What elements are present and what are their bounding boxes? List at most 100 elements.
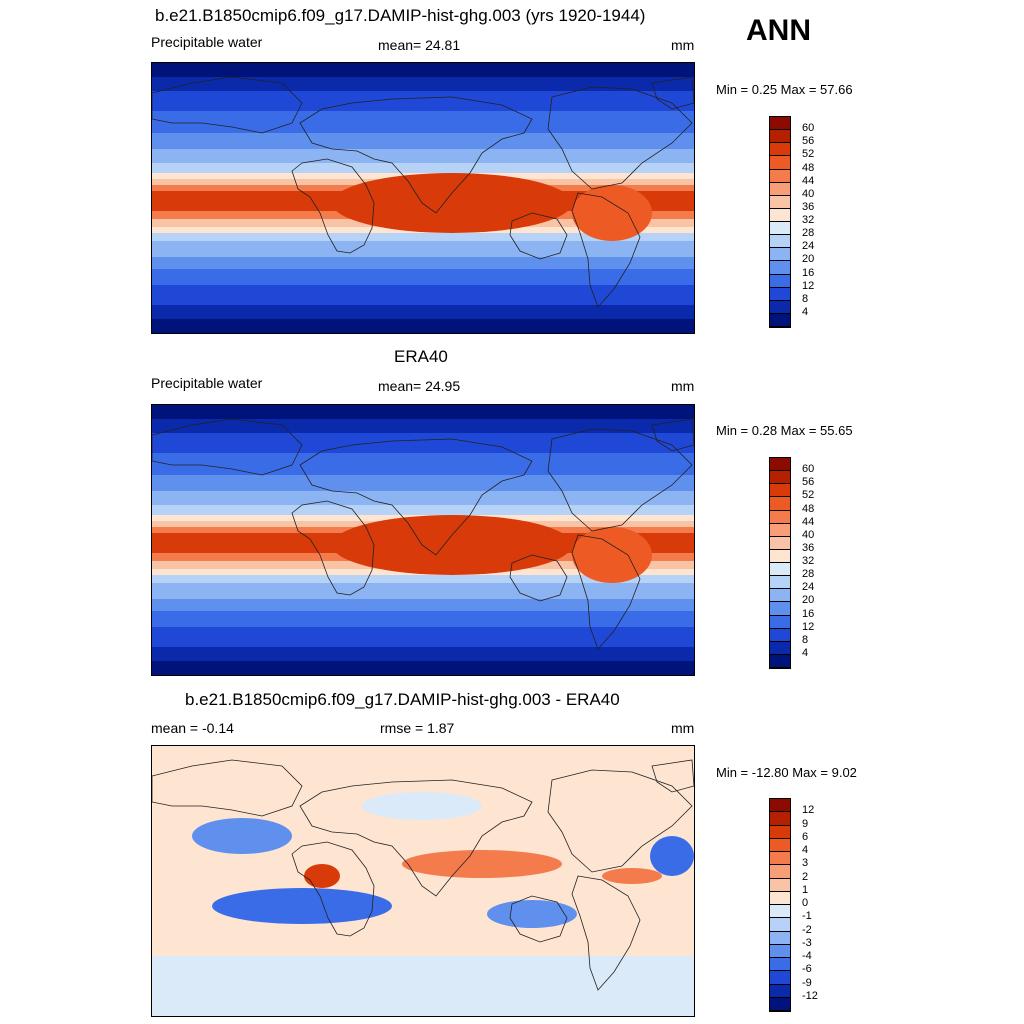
colorbar-tick-label: -12 — [802, 989, 818, 1002]
colorbar-tick-label: 48 — [802, 161, 815, 174]
colorbar-tick-label: -6 — [802, 963, 812, 976]
colorbar-swatch — [770, 563, 790, 577]
colorbar-tick-label: 24 — [802, 581, 815, 594]
panel-1-minmax: Min = 0.25 Max = 57.66 — [716, 82, 853, 97]
panel-1-map — [151, 62, 695, 334]
colorbar-tick-label: 32 — [802, 214, 815, 226]
panel-2-variable-label: Precipitable water — [151, 375, 263, 391]
colorbar-tick-label: -9 — [802, 976, 812, 989]
colorbar-swatch — [770, 130, 790, 144]
colorbar-tick-label: 6 — [802, 830, 809, 843]
colorbar-tick-label: 4 — [802, 305, 809, 318]
colorbar-tick-label: 56 — [802, 135, 815, 148]
colorbar-tick-label: 40 — [802, 528, 815, 541]
panel-1-colorbar — [769, 116, 791, 328]
colorbar-swatch — [770, 905, 790, 919]
season-label: ANN — [746, 14, 811, 47]
colorbar-swatch — [770, 287, 790, 301]
colorbar-tick-label: 3 — [802, 857, 809, 870]
panel-3-mean-label: mean = -0.14 — [151, 720, 234, 736]
colorbar-tick-label: 20 — [802, 594, 815, 607]
panel-2-colorbar — [769, 457, 791, 669]
colorbar-tick-label: 12 — [802, 620, 815, 633]
colorbar-swatch — [770, 169, 790, 183]
colorbar-swatch — [770, 931, 790, 945]
colorbar-swatch — [770, 944, 790, 958]
colorbar-swatch — [770, 143, 790, 157]
panel-3-minmax: Min = -12.80 Max = 9.02 — [716, 765, 857, 780]
colorbar-swatch — [770, 984, 790, 998]
panel-1-title: b.e21.B1850cmip6.f09_g17.DAMIP-hist-ghg.… — [155, 6, 646, 25]
colorbar-tick-label: 4 — [802, 646, 809, 659]
colorbar-tick-label: 0 — [802, 897, 809, 909]
colorbar-swatch — [770, 838, 790, 852]
colorbar-tick-label: 2 — [802, 870, 809, 883]
colorbar-swatch — [770, 156, 790, 170]
colorbar-swatch — [770, 248, 790, 262]
colorbar-swatch — [770, 497, 790, 511]
colorbar-swatch — [770, 971, 790, 985]
panel-2-map — [151, 404, 695, 676]
panel-3-rmse-label: rmse = 1.87 — [380, 720, 455, 736]
panel-3-title: b.e21.B1850cmip6.f09_g17.DAMIP-hist-ghg.… — [185, 690, 620, 709]
colorbar-tick-label: 48 — [802, 502, 815, 515]
colorbar-swatch — [770, 261, 790, 275]
colorbar-swatch — [770, 918, 790, 932]
colorbar-tick-label: 24 — [802, 240, 815, 253]
colorbar-tick-label: 56 — [802, 476, 815, 489]
colorbar-swatch — [770, 865, 790, 879]
colorbar-swatch — [770, 812, 790, 826]
colorbar-tick-label: 16 — [802, 266, 815, 279]
panel-1-units: mm — [671, 37, 695, 53]
colorbar-swatch — [770, 549, 790, 563]
colorbar-swatch — [770, 536, 790, 550]
colorbar-tick-label: 9 — [802, 817, 809, 830]
panel-3-colorbar — [769, 798, 791, 1012]
colorbar-swatch — [770, 484, 790, 498]
colorbar-tick-label: 36 — [802, 541, 815, 554]
colorbar-tick-label: 44 — [802, 174, 815, 187]
colorbar-tick-label: 1 — [802, 883, 809, 896]
colorbar-tick-label: -2 — [802, 923, 812, 936]
colorbar-swatch — [770, 997, 790, 1011]
panel-2-title: ERA40 — [394, 347, 448, 366]
colorbar-swatch — [770, 235, 790, 249]
colorbar-swatch — [770, 523, 790, 537]
colorbar-tick-label: 52 — [802, 148, 815, 161]
colorbar-tick-label: -1 — [802, 910, 812, 923]
colorbar-tick-label: 12 — [802, 804, 815, 817]
colorbar-tick-label: 28 — [802, 227, 815, 240]
panel-2-units: mm — [671, 378, 695, 394]
colorbar-swatch — [770, 576, 790, 590]
panel-1-map-field — [152, 63, 694, 333]
colorbar-swatch — [770, 510, 790, 524]
panel-2-minmax: Min = 0.28 Max = 55.65 — [716, 423, 853, 438]
colorbar-swatch — [770, 615, 790, 629]
panel-1-mean-label: mean= 24.81 — [378, 37, 461, 53]
colorbar-tick-label: 4 — [802, 844, 809, 856]
colorbar-swatch — [770, 458, 790, 472]
colorbar-swatch — [770, 300, 790, 314]
panel-2-map-field — [152, 405, 694, 675]
colorbar-tick-label: 60 — [802, 463, 815, 476]
colorbar-tick-label: 20 — [802, 253, 815, 266]
panel-3-map-field — [152, 746, 694, 1016]
colorbar-swatch — [770, 589, 790, 603]
colorbar-tick-label: 40 — [802, 187, 815, 200]
panel-3-units: mm — [671, 720, 695, 736]
panel-1-variable-label: Precipitable water — [151, 34, 263, 50]
colorbar-tick-label: 44 — [802, 515, 815, 528]
panel-2-mean-label: mean= 24.95 — [378, 378, 461, 394]
colorbar-swatch — [770, 313, 790, 327]
colorbar-swatch — [770, 958, 790, 972]
colorbar-tick-label: 8 — [802, 292, 809, 305]
colorbar-swatch — [770, 654, 790, 668]
colorbar-tick-label: 36 — [802, 200, 815, 213]
colorbar-swatch — [770, 891, 790, 905]
colorbar-tick-label: 8 — [802, 633, 809, 646]
colorbar-swatch — [770, 274, 790, 288]
colorbar-tick-label: -4 — [802, 950, 812, 962]
colorbar-tick-label: 28 — [802, 568, 815, 581]
colorbar-swatch — [770, 117, 790, 131]
colorbar-tick-label: -3 — [802, 936, 812, 949]
